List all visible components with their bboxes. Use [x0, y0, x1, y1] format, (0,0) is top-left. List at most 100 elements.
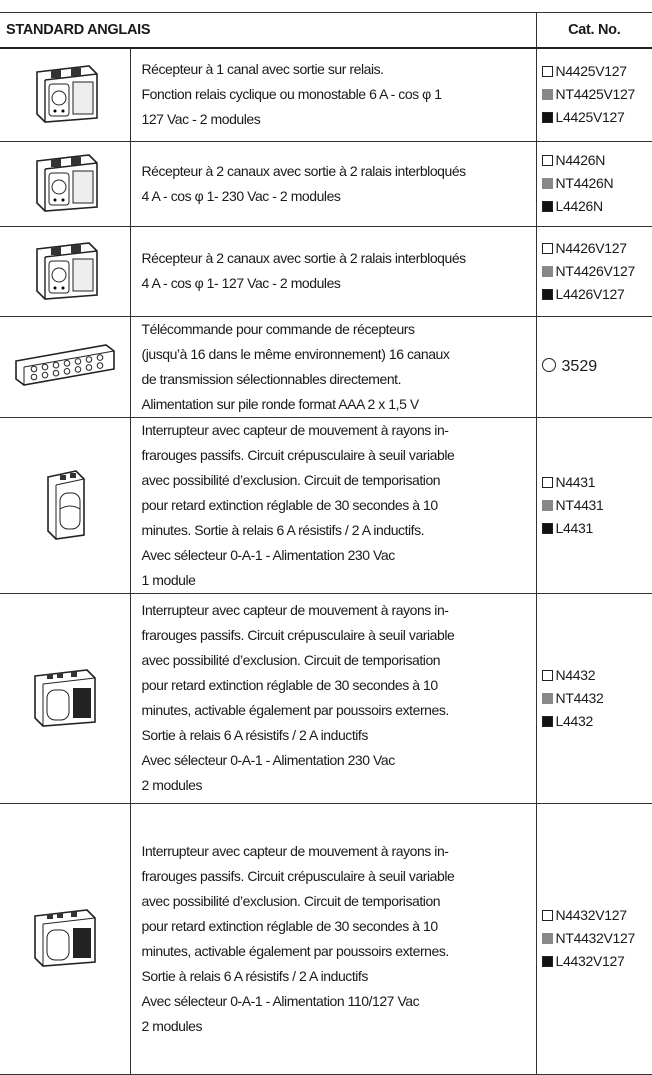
product-icon	[33, 909, 96, 967]
catalog-entry: N4431	[541, 471, 652, 494]
swatch	[541, 66, 553, 78]
description-line: Avec sélecteur 0-A-1 - Alimentation 230 …	[141, 546, 396, 563]
swatch	[541, 358, 556, 372]
description-line: frarouges passifs. Circuit crépusculaire…	[141, 627, 455, 643]
description-line: avec possibilité d’exclusion. Circuit de…	[141, 471, 441, 488]
description-line: 4 A - cos φ 1- 127 Vac - 2 modules	[141, 275, 341, 291]
product-row: Récepteur à 2 canaux avec sortie à 2 ral…	[0, 140, 652, 227]
description: Interrupteur avec capteur de mouvement à…	[129, 592, 537, 804]
product-image	[0, 416, 130, 594]
swatch	[541, 669, 553, 681]
catalog-code: NT4431	[555, 496, 604, 513]
swatch	[541, 201, 553, 212]
description-line: Télécommande pour commande de récepteurs	[141, 320, 415, 337]
description-line: pour retard extinction réglable de 30 se…	[141, 677, 439, 693]
catalog-code: NT4432	[555, 689, 604, 706]
description-line: minutes, activable également par poussoi…	[141, 942, 450, 959]
catalog-code: NT4426V127	[555, 262, 636, 279]
catalog-entry: NT4426V127	[541, 260, 652, 283]
product-icon	[35, 154, 98, 212]
description-line: 127 Vac - 2 modules	[141, 111, 261, 128]
description-line: Fonction relais cyclique ou monostable 6…	[141, 86, 443, 103]
description-line: de transmission sélectionnables directem…	[141, 370, 402, 387]
description-line: Avec sélecteur 0-A-1 - Alimentation 230 …	[141, 752, 396, 768]
swatch	[541, 89, 553, 101]
catalog-entry: L4426N	[541, 195, 652, 218]
swatch	[541, 288, 553, 300]
product-image	[0, 592, 130, 804]
product-icon	[14, 344, 115, 386]
product-image	[0, 47, 130, 142]
catalog-code: N4425V127	[555, 63, 628, 80]
catalog-code: L4426N	[555, 198, 604, 214]
description-line: avec possibilité d’exclusion. Circuit de…	[141, 652, 441, 668]
catalog-entry: L4425V127	[541, 106, 652, 129]
catalog-code: N4431	[555, 473, 596, 490]
description-line: Récepteur à 2 canaux avec sortie à 2 ral…	[141, 250, 467, 266]
product-icon	[35, 241, 98, 300]
product-icon	[46, 469, 85, 540]
product-image	[0, 802, 130, 1075]
header-cat: Cat. No.	[535, 12, 652, 49]
catalog-entry: NT4432V127	[541, 927, 652, 950]
description-line: Récepteur à 2 canaux avec sortie à 2 ral…	[141, 162, 467, 179]
swatch	[541, 242, 553, 254]
catalog-entry: L4432	[541, 710, 652, 733]
description: Récepteur à 2 canaux avec sortie à 2 ral…	[129, 225, 537, 317]
swatch	[541, 155, 553, 166]
swatch	[541, 112, 553, 124]
table-body: Récepteur à 1 canal avec sortie sur rela…	[0, 47, 652, 1075]
description-line: 1 module	[141, 571, 196, 588]
catalog-code: NT4432V127	[555, 930, 636, 946]
description-line: Sortie à relais 6 A résistifs / 2 A indu…	[141, 967, 369, 984]
catalog-code: N4426V127	[555, 239, 628, 256]
catalog-code: N4432	[555, 666, 596, 683]
description-line: Récepteur à 1 canal avec sortie sur rela…	[141, 61, 385, 78]
description-line: 4 A - cos φ 1- 230 Vac - 2 modules	[141, 187, 341, 204]
description-line: minutes, activable également par poussoi…	[141, 702, 450, 718]
description: Récepteur à 1 canal avec sortie sur rela…	[129, 47, 537, 142]
catalog-code: NT4426N	[555, 175, 614, 191]
catalog-entry: L4432V127	[541, 950, 652, 973]
swatch	[541, 499, 553, 511]
catalog-code: N4432V127	[555, 907, 628, 923]
catalog-code: N4426N	[555, 152, 606, 168]
product-image	[0, 315, 130, 418]
product-row: Interrupteur avec capteur de mouvement à…	[0, 416, 652, 594]
product-row: Télécommande pour commande de récepteurs…	[0, 315, 652, 418]
description-line: pour retard extinction réglable de 30 se…	[141, 496, 439, 513]
description-line: pour retard extinction réglable de 30 se…	[141, 917, 439, 934]
product-row: Récepteur à 1 canal avec sortie sur rela…	[0, 47, 652, 142]
product-row: Interrupteur avec capteur de mouvement à…	[0, 802, 652, 1075]
swatch	[541, 933, 553, 944]
swatch	[541, 178, 553, 189]
description-line: Avec sélecteur 0-A-1 - Alimentation 110/…	[141, 992, 420, 1009]
description-line: Alimentation sur pile ronde format AAA 2…	[141, 395, 420, 412]
product-table: STANDARD ANGLAIS Cat. No. Récepteur à 1 …	[0, 12, 652, 1075]
catalog-entry: L4431	[541, 517, 652, 540]
catalog: 3529	[535, 315, 652, 418]
catalog: N4426N NT4426N L4426N	[535, 140, 652, 227]
catalog: N4425V127 NT4425V127 L4425V127	[535, 47, 652, 142]
catalog-entry: 3529	[541, 355, 652, 378]
catalog: N4432 NT4432 L4432	[535, 592, 652, 804]
swatch	[541, 956, 553, 967]
catalog-entry: L4426V127	[541, 283, 652, 306]
description: Interrupteur avec capteur de mouvement à…	[129, 802, 537, 1075]
catalog-code: L4431	[555, 519, 594, 536]
description-line: frarouges passifs. Circuit crépusculaire…	[141, 867, 455, 884]
product-image	[0, 140, 130, 227]
catalog-entry: N4426N	[541, 149, 652, 172]
page: STANDARD ANGLAIS Cat. No. Récepteur à 1 …	[0, 12, 652, 1075]
description-line: Interrupteur avec capteur de mouvement à…	[141, 842, 449, 859]
description-line: minutes. Sortie à relais 6 A résistifs /…	[141, 521, 425, 538]
swatch	[541, 910, 553, 921]
catalog-entry: NT4431	[541, 494, 652, 517]
header-title: STANDARD ANGLAIS	[0, 12, 537, 49]
description-line: (jusqu’à 16 dans le même environnement) …	[141, 345, 450, 362]
swatch	[541, 522, 553, 534]
description-line: 2 modules	[141, 1017, 203, 1034]
catalog-entry: NT4425V127	[541, 83, 652, 106]
description-line: frarouges passifs. Circuit crépusculaire…	[141, 446, 455, 463]
product-image	[0, 225, 130, 317]
